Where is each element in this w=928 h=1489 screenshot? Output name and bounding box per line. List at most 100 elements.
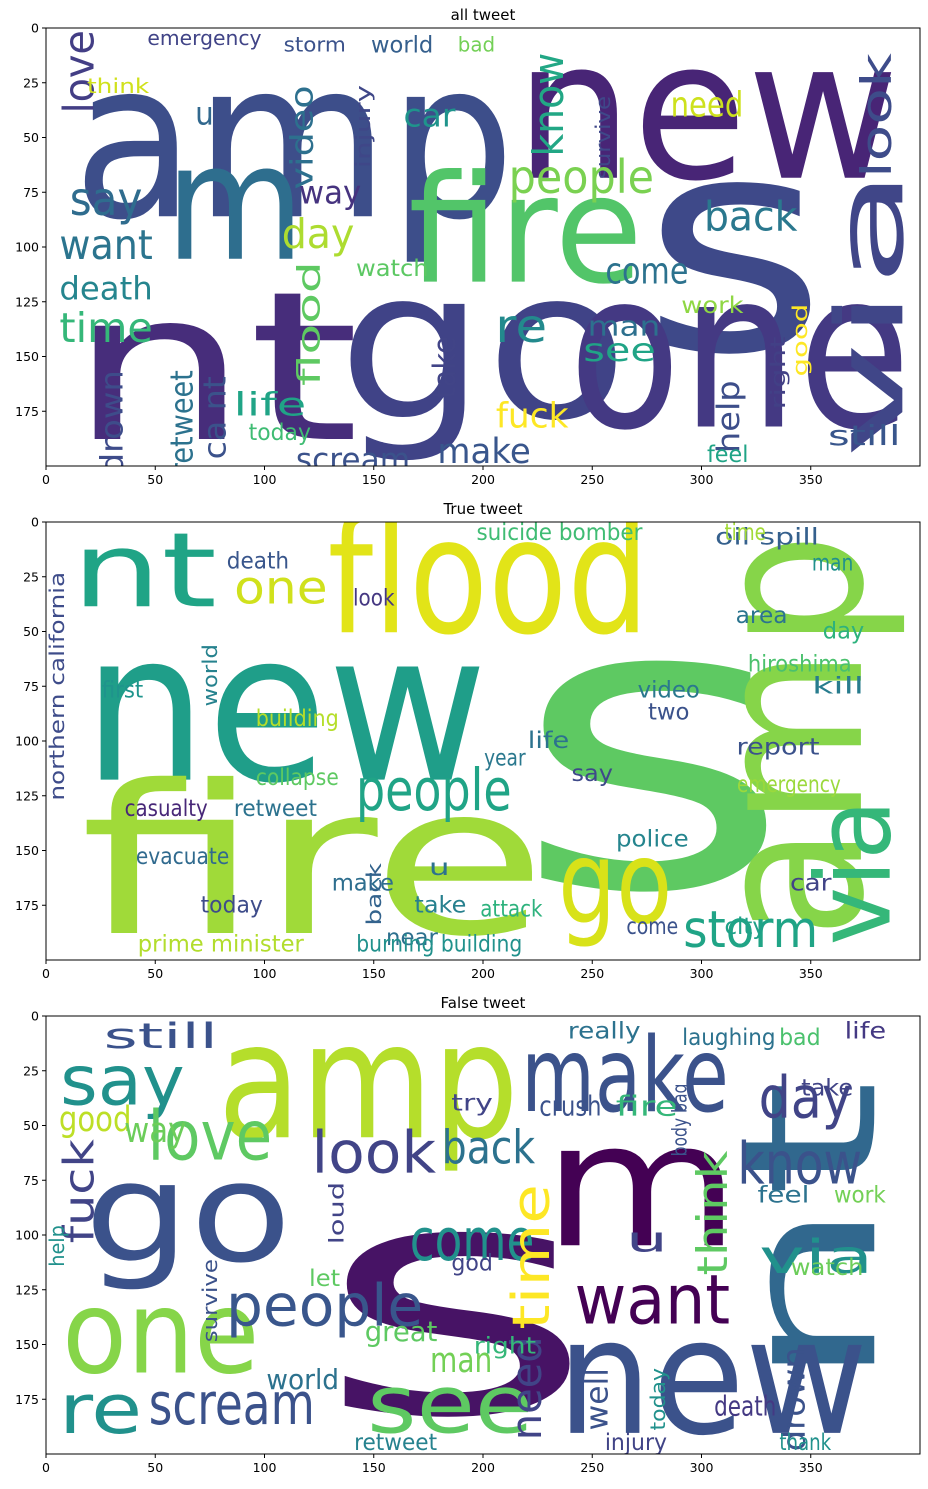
word: crush [539, 1089, 601, 1122]
word: way [124, 1111, 186, 1151]
word: ca nt [197, 376, 233, 459]
word: day [759, 1065, 852, 1132]
panel-title: False tweet [441, 994, 526, 1012]
word: good [788, 304, 812, 377]
word: take [801, 1075, 853, 1101]
y-tick-label: 25 [23, 1063, 39, 1078]
word: nt [69, 247, 360, 488]
word: fire [80, 741, 547, 982]
x-tick-label: 350 [799, 1460, 823, 1475]
word: good [59, 1100, 132, 1140]
word: survive [198, 1259, 222, 1342]
word: take [427, 336, 463, 398]
word: know [524, 53, 573, 157]
y-tick-label: 100 [15, 240, 39, 255]
word: look [311, 1119, 436, 1186]
word: attack [480, 897, 543, 923]
word: drown [95, 370, 131, 474]
word: bad [458, 32, 495, 56]
word: body bag [668, 1084, 692, 1157]
word: world [371, 33, 433, 59]
word: world [198, 644, 222, 706]
word: say [60, 1042, 185, 1122]
word: retweet [354, 1430, 437, 1456]
word: collapse [256, 765, 339, 791]
word: bad [779, 1025, 821, 1051]
word: go [338, 225, 629, 466]
word: still [104, 1017, 218, 1057]
word: prime minister [138, 932, 305, 958]
word: love [54, 30, 103, 113]
word: say [571, 761, 613, 787]
word: time [724, 520, 766, 546]
word: say [70, 172, 143, 226]
word: great [365, 1315, 438, 1348]
y-tick-label: 100 [15, 1228, 39, 1243]
word: man [812, 551, 854, 577]
word: need [671, 86, 744, 126]
word: new [557, 1284, 868, 1471]
word: drown [776, 1347, 812, 1451]
word: year [484, 746, 526, 772]
x-tick-label: 100 [253, 1460, 277, 1475]
word: watch [356, 256, 429, 282]
word: s [512, 512, 792, 981]
x-tick-label: 250 [580, 1460, 604, 1475]
word: emergency [147, 26, 261, 50]
word: today [646, 1368, 670, 1430]
word: video [285, 85, 321, 189]
plot-background [46, 522, 920, 960]
word: right [766, 337, 790, 410]
word: well [580, 1368, 616, 1430]
word: laughing [682, 1025, 775, 1051]
y-tick-label: 175 [15, 898, 39, 913]
y-tick-label: 0 [31, 1009, 39, 1024]
word: people [509, 150, 654, 204]
word: think [688, 1151, 737, 1276]
word: think [87, 74, 149, 98]
word: via [759, 1230, 873, 1284]
word: right [474, 1334, 536, 1360]
word: near [386, 925, 438, 951]
word: fire [616, 1089, 678, 1122]
word: retweet [234, 796, 317, 822]
word: evacuate [136, 844, 229, 870]
y-tick-label: 25 [23, 569, 39, 584]
word: new [83, 588, 488, 829]
y-tick-label: 25 [23, 75, 39, 90]
word: one [234, 561, 327, 615]
word: hiroshima [748, 651, 852, 677]
word: flood [328, 483, 650, 670]
word: police [616, 827, 689, 853]
word: retweet [165, 370, 201, 474]
y-tick-label: 50 [23, 624, 39, 639]
word: one [62, 1267, 259, 1401]
word: new [515, 0, 899, 224]
word: death [59, 270, 152, 308]
x-tick-label: 350 [799, 472, 823, 487]
word: emergency [737, 772, 841, 798]
x-tick-label: 300 [690, 1460, 714, 1475]
y-tick-label: 0 [31, 515, 39, 530]
x-tick-label: 100 [253, 966, 277, 981]
panel-title: True tweet [442, 500, 522, 518]
word: make [332, 870, 394, 896]
word: s [641, 74, 828, 421]
word: death [227, 548, 289, 574]
x-tick-label: 300 [690, 472, 714, 487]
word: time [59, 304, 152, 352]
word: people [226, 1273, 423, 1340]
word: life [845, 1018, 887, 1044]
word: thank [779, 1430, 831, 1456]
panel-title: all tweet [451, 6, 516, 24]
word: suicide bomber [476, 520, 643, 546]
word: scream [149, 1371, 315, 1438]
word: make [521, 1016, 729, 1136]
word: storm [683, 900, 818, 959]
x-tick-label: 150 [362, 472, 386, 487]
word: via [794, 800, 914, 946]
word: nt [702, 1079, 919, 1391]
